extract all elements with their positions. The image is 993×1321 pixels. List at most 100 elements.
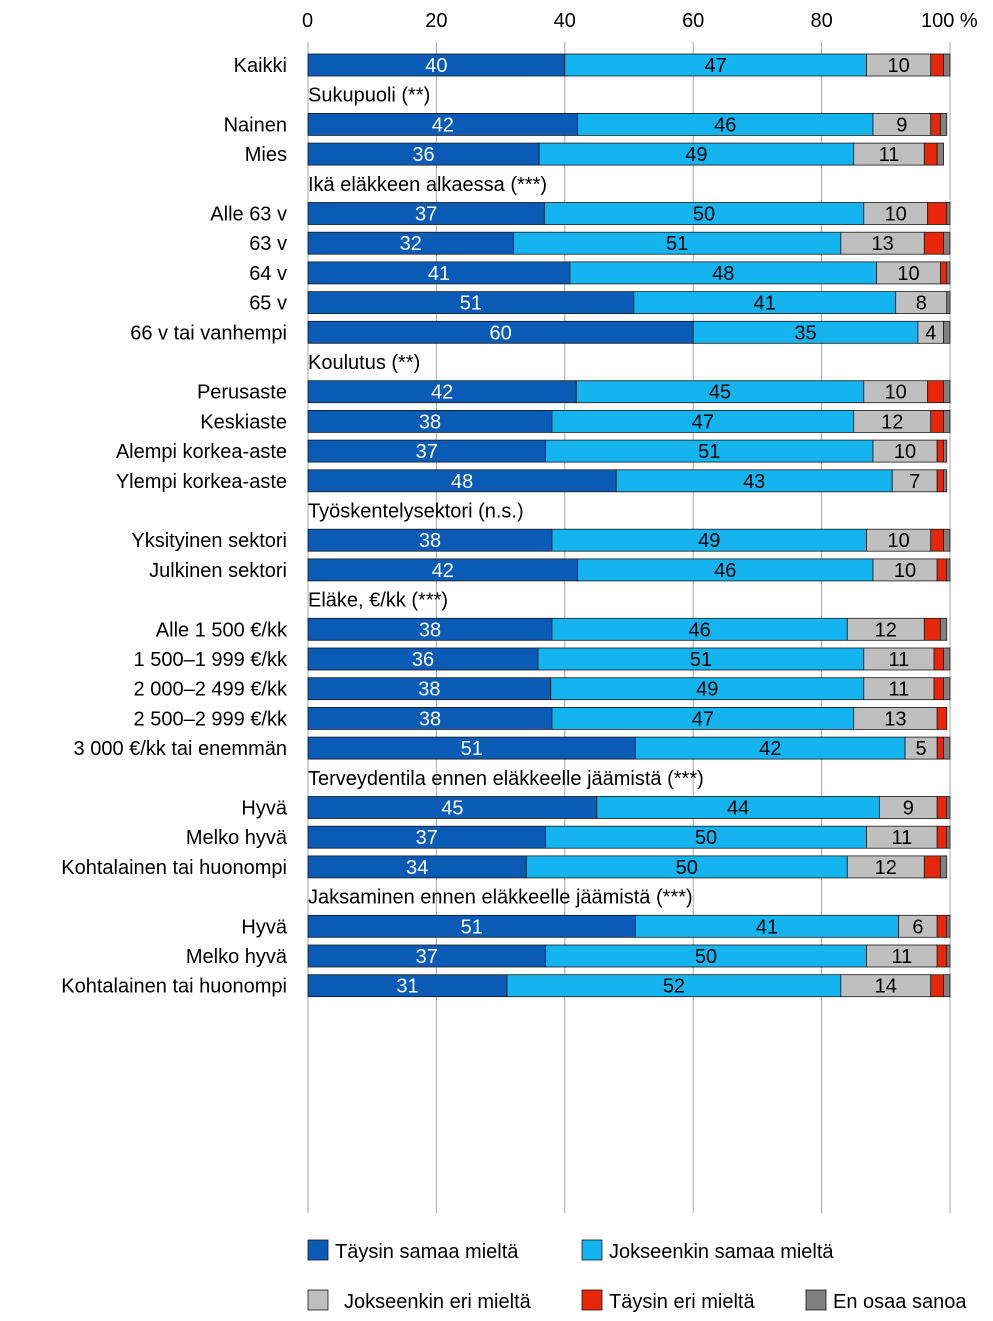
data-label: 12 [881,411,903,433]
bar-segment-täysin-eri-mieltä [930,528,944,552]
bar-segment-en-osaa-sanoa [943,736,951,760]
bar-segment-en-osaa-sanoa [946,558,951,582]
data-label: 13 [871,233,893,255]
category-label: 2 500–2 999 €/kk [134,708,288,730]
bar-segment-en-osaa-sanoa [946,291,951,315]
x-tick-label-0: 0 [302,10,313,32]
x-tick-label-40: 40 [554,10,576,32]
category-label: 66 v tai vanhempi [130,322,287,344]
data-label: 49 [685,144,707,166]
data-label: 50 [695,946,717,968]
bar-segment-täysin-eri-mieltä [930,53,944,77]
data-label: 38 [419,619,441,641]
data-label: 46 [714,560,736,582]
data-label: 37 [416,441,438,463]
data-label: 11 [889,649,910,671]
data-label: 46 [714,114,736,136]
data-label: 10 [885,204,907,226]
data-label: 50 [693,204,715,226]
data-label: 9 [903,798,914,820]
legend-label: Täysin eri mieltä [609,1291,755,1313]
data-label: 42 [432,560,454,582]
data-label: 9 [896,114,907,136]
x-axis-ticks: 0 20 40 60 80 100 % [302,10,978,32]
data-label: 10 [894,560,916,582]
group-title-3: Koulutus (**) [308,352,420,374]
data-label: 10 [897,263,919,285]
category-label: Ylempi korkea-aste [116,471,287,493]
bar-segment-täysin-eri-mieltä [930,113,941,136]
category-labels: Kaikki Sukupuoli (**) Nainen Mies Ikä eläkke… [61,55,704,998]
data-label: 38 [419,530,441,552]
data-label: 34 [406,857,428,879]
data-label: 50 [676,857,698,879]
data-label: 6 [912,916,923,938]
bar-segment-täysin-eri-mieltä [923,231,944,255]
data-label: 52 [663,976,685,998]
data-label: 49 [698,530,720,552]
category-label: Hyvä [241,916,287,938]
bar-segment-en-osaa-sanoa [946,202,951,225]
category-label: Perusaste [197,382,287,404]
data-label: 10 [888,55,910,77]
data-label: 11 [891,827,912,849]
bar-segment-en-osaa-sanoa [943,677,951,701]
legend-swatch [581,1239,603,1261]
bar-segment-täysin-eri-mieltä [936,558,948,582]
category-label: Alle 63 v [210,204,287,226]
data-label: 47 [692,411,714,433]
data-label: 40 [425,55,447,77]
bar-segment-täysin-eri-mieltä [930,974,944,998]
category-label: 64 v [249,263,287,285]
x-tick-label-80: 80 [810,10,832,32]
bar-segment-täysin-eri-mieltä [940,261,948,285]
data-label: 36 [412,649,434,671]
bar-segment-täysin-eri-mieltä [936,825,948,849]
bar-segment-en-osaa-sanoa [943,439,948,463]
bar-segment-en-osaa-sanoa [946,825,951,849]
data-label: 46 [688,619,710,641]
bar-segment-täysin-eri-mieltä [936,914,948,938]
group-title-5: Eläke, €/kk (***) [308,590,448,612]
bar-segment-en-osaa-sanoa [943,231,951,255]
data-label: 38 [419,411,441,433]
category-label: 2 000–2 499 €/kk [134,679,288,701]
data-label: 10 [894,441,916,463]
bar-segment-täysin-eri-mieltä [923,617,941,641]
data-label: 37 [416,827,438,849]
data-label: 13 [884,708,906,730]
data-label: 4 [925,322,936,344]
data-label: 14 [875,976,897,998]
category-label: 65 v [249,293,287,315]
category-label: Hyvä [241,798,287,820]
bar-segment-täysin-eri-mieltä [936,469,944,493]
legend-swatch [307,1239,329,1261]
data-label: 32 [400,233,422,255]
bar-segment-en-osaa-sanoa [943,647,951,671]
legend-swatch [581,1289,603,1311]
data-label: 51 [461,916,483,938]
category-label: 3 000 €/kk tai enemmän [74,738,287,760]
bar-segment-en-osaa-sanoa [946,796,951,819]
data-label: 10 [888,530,910,552]
category-label: Kaikki [234,55,287,77]
data-label: 11 [891,946,912,968]
legend-label: En osaa sanoa [833,1291,967,1313]
data-label: 41 [754,293,776,315]
group-title-6: Terveydentila ennen eläkkeelle jäämistä … [308,768,704,790]
bar-segment-en-osaa-sanoa [946,944,951,968]
x-tick-label-60: 60 [682,10,704,32]
legend-label: Täysin samaa mieltä [335,1241,519,1263]
data-label: 43 [743,471,765,493]
category-label: Alle 1 500 €/kk [156,619,288,641]
data-label: 11 [879,144,900,166]
data-label: 35 [794,322,816,344]
group-title-2: Ikä eläkkeen alkaessa (***) [308,174,547,196]
data-label: 31 [396,976,418,998]
data-label: 44 [727,798,749,820]
data-label: 8 [916,293,927,315]
bar-segment-täysin-eri-mieltä [933,677,945,701]
category-label: Julkinen sektori [149,560,287,582]
data-label: 51 [461,738,483,760]
